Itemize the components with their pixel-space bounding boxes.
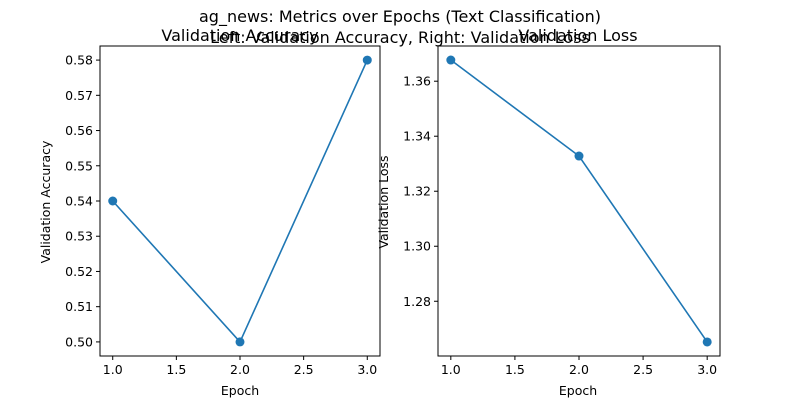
- accuracy-chart-title: Validation Accuracy: [161, 26, 318, 45]
- loss-x-tick-label: 1.0: [441, 362, 461, 377]
- accuracy-series: [108, 55, 372, 347]
- loss-x-tick-label: 3.0: [697, 362, 717, 377]
- accuracy-x-tick-label: 1.5: [166, 362, 186, 377]
- accuracy-y-tick-label: 0.51: [65, 299, 93, 314]
- loss-series: [446, 55, 712, 347]
- loss-data-point: [446, 55, 456, 65]
- loss-data-point: [574, 151, 584, 161]
- loss-y-tick-label: 1.34: [403, 129, 431, 144]
- loss-x-tick-label: 1.5: [505, 362, 525, 377]
- accuracy-y-tick-label: 0.54: [65, 194, 93, 209]
- accuracy-data-point: [235, 337, 245, 347]
- accuracy-data-point: [362, 55, 372, 65]
- accuracy-y-axis-label: Validation Accuracy: [38, 140, 53, 263]
- accuracy-y-tick-label: 0.57: [65, 88, 93, 103]
- loss-chart-title: Validation Loss: [518, 26, 637, 45]
- accuracy-y-tick-label: 0.52: [65, 264, 93, 279]
- accuracy-y-tick-label: 0.58: [65, 53, 93, 68]
- accuracy-y-tick-label: 0.56: [65, 123, 93, 138]
- loss-y-tick-label: 1.32: [403, 184, 431, 199]
- loss-data-point: [702, 337, 712, 347]
- accuracy-x-axis-label: Epoch: [221, 383, 259, 398]
- loss-y-tick-label: 1.30: [403, 239, 431, 254]
- accuracy-x-tick-label: 1.0: [103, 362, 123, 377]
- accuracy-chart: Validation Accuracy Epoch Validation Acc…: [38, 26, 381, 398]
- loss-y-axis-label: Validation Loss: [376, 155, 391, 248]
- accuracy-x-tick-label: 3.0: [357, 362, 377, 377]
- figure-title-line2: Left: Validation Accuracy, Right: Valida…: [210, 28, 590, 47]
- loss-x-tick-label: 2.0: [569, 362, 589, 377]
- loss-x-tick-label: 2.5: [633, 362, 653, 377]
- loss-x-axis-label: Epoch: [559, 383, 597, 398]
- accuracy-y-tick-label: 0.53: [65, 229, 93, 244]
- accuracy-y-tick-label: 0.50: [65, 334, 93, 349]
- accuracy-data-point: [108, 196, 118, 206]
- accuracy-ticks: 1.0 1.5 2.0 2.5 3.0 0.50 0.51 0.52 0.53 0.54 0.55 0…: [65, 53, 377, 377]
- loss-ticks: 1.0 1.5 2.0 2.5 3.0 1.28 1.30 1.32 1.34 1.36: [403, 74, 717, 377]
- accuracy-x-tick-label: 2.0: [230, 362, 250, 377]
- accuracy-plot-frame: [99, 45, 381, 357]
- loss-plot-frame: [437, 45, 721, 357]
- accuracy-y-tick-label: 0.55: [65, 158, 93, 173]
- figure-title-line1: ag_news: Metrics over Epochs (Text Class…: [199, 7, 601, 27]
- loss-y-tick-label: 1.28: [403, 294, 431, 309]
- loss-y-tick-label: 1.36: [403, 74, 431, 89]
- accuracy-x-tick-label: 2.5: [294, 362, 314, 377]
- loss-chart: Validation Loss Epoch Validation Loss 1.…: [376, 26, 721, 398]
